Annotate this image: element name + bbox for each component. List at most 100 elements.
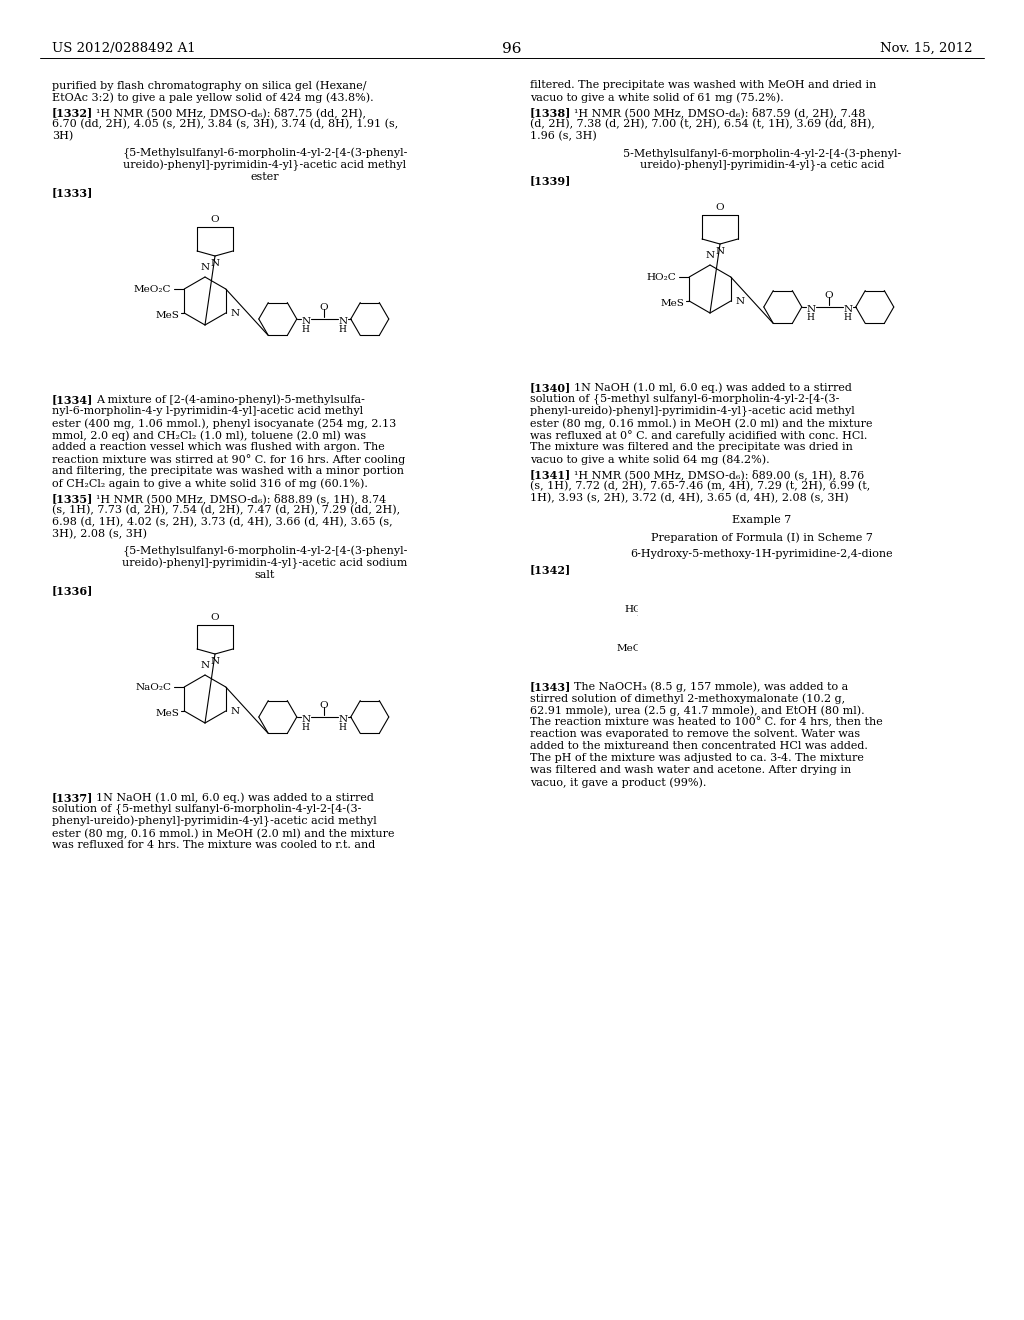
Text: 3H): 3H) (52, 131, 74, 141)
Text: NH: NH (699, 624, 717, 634)
Text: O: O (716, 202, 724, 211)
Text: 1.96 (s, 3H): 1.96 (s, 3H) (530, 131, 597, 141)
Text: 6.98 (d, 1H), 4.02 (s, 2H), 3.73 (d, 4H), 3.66 (d, 4H), 3.65 (s,: 6.98 (d, 1H), 4.02 (s, 2H), 3.73 (d, 4H)… (52, 517, 392, 528)
Text: 6.70 (dd, 2H), 4.05 (s, 2H), 3.84 (s, 3H), 3.74 (d, 8H), 1.91 (s,: 6.70 (dd, 2H), 4.05 (s, 2H), 3.84 (s, 3H… (52, 119, 398, 129)
Text: 1N NaOH (1.0 ml, 6.0 eq.) was added to a stirred: 1N NaOH (1.0 ml, 6.0 eq.) was added to a… (574, 381, 852, 392)
Text: H: H (302, 722, 309, 731)
Text: N: N (302, 317, 311, 326)
Text: [1338]: [1338] (530, 107, 571, 117)
Text: MeS: MeS (660, 298, 684, 308)
Text: {5-Methylsulfanyl-6-morpholin-4-yl-2-[4-(3-phenyl-: {5-Methylsulfanyl-6-morpholin-4-yl-2-[4-… (122, 546, 408, 557)
Text: HO₂C: HO₂C (646, 272, 676, 281)
Text: O: O (709, 631, 718, 639)
Text: 3H), 2.08 (s, 3H): 3H), 2.08 (s, 3H) (52, 529, 147, 540)
Text: The NaOCH₃ (8.5 g, 157 mmole), was added to a: The NaOCH₃ (8.5 g, 157 mmole), was added… (574, 681, 848, 692)
Text: 96: 96 (502, 42, 522, 55)
Text: ¹H NMR (500 MHz, DMSO-d₆): δ87.59 (d, 2H), 7.48: ¹H NMR (500 MHz, DMSO-d₆): δ87.59 (d, 2H… (574, 107, 865, 117)
Text: ester (400 mg, 1.06 mmol.), phenyl isocyanate (254 mg, 2.13: ester (400 mg, 1.06 mmol.), phenyl isocy… (52, 418, 396, 429)
Text: N: N (339, 714, 348, 723)
Text: [1342]: [1342] (530, 564, 571, 576)
Text: solution of {5-methyl sulfanyl-6-morpholin-4-yl-2-[4-(3-: solution of {5-methyl sulfanyl-6-morphol… (52, 804, 361, 816)
Text: N: N (201, 263, 210, 272)
Text: Nov. 15, 2012: Nov. 15, 2012 (880, 42, 972, 55)
Text: Preparation of Formula (I) in Scheme 7: Preparation of Formula (I) in Scheme 7 (651, 532, 872, 543)
Text: N: N (735, 297, 744, 305)
Text: filtered. The precipitate was washed with MeOH and dried in: filtered. The precipitate was washed wit… (530, 81, 877, 90)
Text: O: O (211, 612, 219, 622)
Text: O: O (643, 631, 651, 639)
Text: vacuo, it gave a product (99%).: vacuo, it gave a product (99%). (530, 777, 707, 788)
Text: ester (80 mg, 0.16 mmol.) in MeOH (2.0 ml) and the mixture: ester (80 mg, 0.16 mmol.) in MeOH (2.0 m… (52, 828, 394, 838)
Text: (d, 2H), 7.38 (d, 2H), 7.00 (t, 2H), 6.54 (t, 1H), 3.69 (dd, 8H),: (d, 2H), 7.38 (d, 2H), 7.00 (t, 2H), 6.5… (530, 119, 874, 129)
Text: O: O (677, 618, 685, 627)
Text: N: N (807, 305, 816, 314)
Text: The mixture was filtered and the precipitate was dried in: The mixture was filtered and the precipi… (530, 442, 853, 451)
Text: [1333]: [1333] (52, 187, 93, 198)
Text: 6-Hydroxy-5-methoxy-1H-pyrimidine-2,4-dione: 6-Hydroxy-5-methoxy-1H-pyrimidine-2,4-di… (631, 549, 893, 558)
Text: was filtered and wash water and acetone. After drying in: was filtered and wash water and acetone.… (530, 766, 851, 775)
Text: added to the mixtureand then concentrated HCl was added.: added to the mixtureand then concentrate… (530, 741, 868, 751)
Text: [1336]: [1336] (52, 585, 93, 597)
Text: O: O (319, 302, 328, 312)
Text: MeO: MeO (616, 644, 642, 652)
Text: H: H (302, 325, 309, 334)
Text: O: O (677, 631, 685, 640)
Text: 1N NaOH (1.0 ml, 6.0 eq.) was added to a stirred: 1N NaOH (1.0 ml, 6.0 eq.) was added to a… (96, 792, 374, 803)
Text: ureido)-phenyl]-pyrimidin-4-yl}-a cetic acid: ureido)-phenyl]-pyrimidin-4-yl}-a cetic … (640, 160, 885, 172)
Text: reaction was evaporated to remove the solvent. Water was: reaction was evaporated to remove the so… (530, 729, 860, 739)
Text: added a reaction vessel which was flushed with argon. The: added a reaction vessel which was flushe… (52, 442, 385, 451)
Text: O: O (319, 701, 328, 710)
Text: NH: NH (674, 631, 692, 640)
Text: reaction mixture was stirred at 90° C. for 16 hrs. After cooling: reaction mixture was stirred at 90° C. f… (52, 454, 406, 465)
Text: salt: salt (255, 570, 275, 579)
Text: [1343]: [1343] (530, 681, 571, 692)
Text: was refluxed at 0° C. and carefully acidified with conc. HCl.: was refluxed at 0° C. and carefully acid… (530, 430, 867, 441)
Text: MeS: MeS (156, 310, 179, 319)
Text: H: H (844, 313, 852, 322)
Text: The reaction mixture was heated to 100° C. for 4 hrs, then the: The reaction mixture was heated to 100° … (530, 717, 883, 727)
Text: HO: HO (636, 609, 653, 618)
Bar (638, 582, 742, 667)
Text: H: H (339, 325, 347, 334)
Text: NaO₂C: NaO₂C (135, 682, 171, 692)
Text: [1335]: [1335] (52, 492, 93, 504)
Text: MeS: MeS (156, 709, 179, 718)
Text: US 2012/0288492 A1: US 2012/0288492 A1 (52, 42, 196, 55)
Text: ester (80 mg, 0.16 mmol.) in MeOH (2.0 ml) and the mixture: ester (80 mg, 0.16 mmol.) in MeOH (2.0 m… (530, 418, 872, 429)
Text: N: N (230, 706, 240, 715)
Text: [1340]: [1340] (530, 381, 571, 393)
Text: The pH of the mixture was adjusted to ca. 3-4. The mixture: The pH of the mixture was adjusted to ca… (530, 752, 864, 763)
Text: N: N (706, 251, 715, 260)
Text: [1339]: [1339] (530, 176, 571, 186)
Text: N: N (211, 657, 219, 667)
Text: phenyl-ureido)-phenyl]-pyrimidin-4-yl}-acetic acid methyl: phenyl-ureido)-phenyl]-pyrimidin-4-yl}-a… (530, 407, 855, 417)
Text: MeO: MeO (691, 609, 717, 618)
Text: Example 7: Example 7 (732, 515, 792, 525)
Text: was refluxed for 4 hrs. The mixture was cooled to r.t. and: was refluxed for 4 hrs. The mixture was … (52, 840, 375, 850)
Text: 62.91 mmole), urea (2.5 g, 41.7 mmole), and EtOH (80 ml).: 62.91 mmole), urea (2.5 g, 41.7 mmole), … (530, 705, 864, 715)
Text: (s, 1H), 7.72 (d, 2H), 7.65-7.46 (m, 4H), 7.29 (t, 2H), 6.99 (t,: (s, 1H), 7.72 (d, 2H), 7.65-7.46 (m, 4H)… (530, 480, 870, 491)
Text: ureido)-phenyl]-pyrimidin-4-yl}-acetic acid methyl: ureido)-phenyl]-pyrimidin-4-yl}-acetic a… (124, 160, 407, 172)
Text: [1337]: [1337] (52, 792, 93, 803)
Text: of CH₂Cl₂ again to give a white solid 316 of mg (60.1%).: of CH₂Cl₂ again to give a white solid 31… (52, 478, 368, 488)
Text: nyl-6-morpholin-4-y l-pyrimidin-4-yl]-acetic acid methyl: nyl-6-morpholin-4-y l-pyrimidin-4-yl]-ac… (52, 407, 364, 416)
Text: HO: HO (625, 606, 642, 614)
Text: solution of {5-methyl sulfanyl-6-morpholin-4-yl-2-[4-(3-: solution of {5-methyl sulfanyl-6-morphol… (530, 393, 840, 405)
Text: N: N (716, 248, 725, 256)
Text: stirred solution of dimethyl 2-methoxymalonate (10.2 g,: stirred solution of dimethyl 2-methoxyma… (530, 693, 845, 704)
Text: ¹H NMR (500 MHz, DMSO-d₆): δ89.00 (s, 1H), 8.76: ¹H NMR (500 MHz, DMSO-d₆): δ89.00 (s, 1H… (574, 469, 864, 479)
Text: O: O (211, 214, 219, 223)
Text: N: N (302, 714, 311, 723)
Text: N: N (339, 317, 348, 326)
Text: N: N (211, 260, 219, 268)
Text: N: N (844, 305, 853, 314)
Text: phenyl-ureido)-phenyl]-pyrimidin-4-yl}-acetic acid methyl: phenyl-ureido)-phenyl]-pyrimidin-4-yl}-a… (52, 816, 377, 828)
Text: MeO₂C: MeO₂C (134, 285, 171, 293)
Text: H: H (807, 313, 815, 322)
Text: ¹H NMR (500 MHz, DMSO-d₆): δ87.75 (dd, 2H),: ¹H NMR (500 MHz, DMSO-d₆): δ87.75 (dd, 2… (96, 107, 366, 117)
Text: mmol, 2.0 eq) and CH₂Cl₂ (1.0 ml), toluene (2.0 ml) was: mmol, 2.0 eq) and CH₂Cl₂ (1.0 ml), tolue… (52, 430, 367, 441)
Text: 1H), 3.93 (s, 2H), 3.72 (d, 4H), 3.65 (d, 4H), 2.08 (s, 3H): 1H), 3.93 (s, 2H), 3.72 (d, 4H), 3.65 (d… (530, 492, 849, 503)
Text: N: N (201, 660, 210, 669)
Text: [1332]: [1332] (52, 107, 93, 117)
Text: ester: ester (251, 172, 280, 182)
